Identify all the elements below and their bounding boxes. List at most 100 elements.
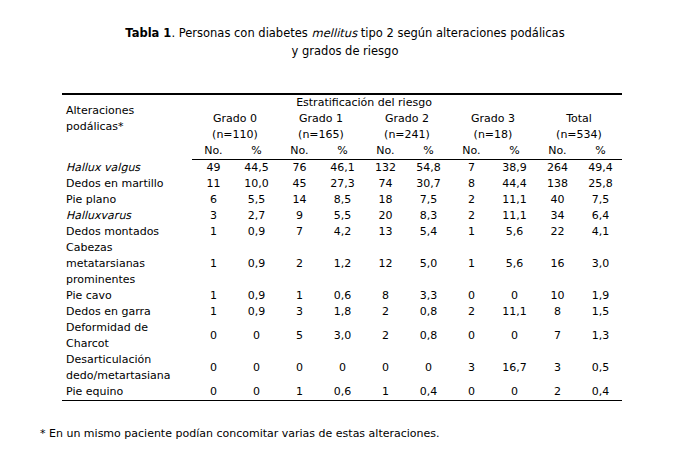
cell-value: 5,6	[493, 240, 536, 288]
cell-value: 2	[364, 304, 407, 320]
cell-value: 0	[192, 352, 235, 384]
cell-value: 0	[450, 320, 493, 352]
cell-value: 0	[493, 384, 536, 401]
cell-value: 264	[536, 160, 579, 177]
row-header-line2: podálicas*	[66, 120, 124, 133]
cell-value: 3	[278, 304, 321, 320]
cell-value: 0,6	[321, 288, 364, 304]
cell-value: 22	[536, 224, 579, 240]
cell-value: 1	[364, 384, 407, 401]
cell-value: 1,8	[321, 304, 364, 320]
row-label: Pie equino	[62, 384, 192, 401]
cell-value: 4,2	[321, 224, 364, 240]
cell-value: 54,8	[407, 160, 450, 177]
cell-value: 1	[278, 384, 321, 401]
row-label: Hallux valgus	[62, 160, 192, 177]
cell-value: 45	[278, 176, 321, 192]
group-label: Grado 0	[213, 112, 257, 125]
cell-value: 0	[235, 384, 278, 401]
cell-value: 0,8	[407, 304, 450, 320]
cell-value: 5,5	[235, 192, 278, 208]
cell-value: 3	[450, 352, 493, 384]
cell-value: 16,7	[493, 352, 536, 384]
cell-value: 1	[192, 240, 235, 288]
table-row: Hallux valgus4944,57646,113254,8738,9264…	[62, 160, 622, 177]
cell-value: 2	[536, 384, 579, 401]
row-label: Dedos montados	[62, 224, 192, 240]
cell-value: 0,5	[579, 352, 622, 384]
group-col-grado-3: Grado 3(n=18)	[450, 111, 536, 143]
subheader-pct: %	[407, 143, 450, 160]
cell-value: 0	[407, 352, 450, 384]
cell-value: 1,5	[579, 304, 622, 320]
group-col-total: Total(n=534)	[536, 111, 622, 143]
cell-value: 0,9	[235, 304, 278, 320]
cell-value: 9	[278, 208, 321, 224]
cell-value: 74	[364, 176, 407, 192]
cell-value: 20	[364, 208, 407, 224]
group-n: (n=110)	[212, 128, 258, 141]
cell-value: 3	[192, 208, 235, 224]
subheader-no: No.	[450, 143, 493, 160]
cell-value: 30,7	[407, 176, 450, 192]
cell-value: 11	[192, 176, 235, 192]
title-line1: Tabla 1. Personas con diabetes mellitus …	[0, 24, 690, 42]
cell-value: 3,0	[579, 240, 622, 288]
cell-value: 11,1	[493, 192, 536, 208]
cell-value: 0	[450, 288, 493, 304]
cell-value: 0,9	[235, 288, 278, 304]
cell-value: 1	[450, 224, 493, 240]
header-row-1: Alteracionespodálicas* Estratificación d…	[62, 94, 622, 111]
cell-value: 0	[192, 320, 235, 352]
cell-value: 0,4	[407, 384, 450, 401]
cell-value: 2	[450, 304, 493, 320]
group-label: Grado 2	[385, 112, 429, 125]
cell-value: 1,3	[579, 320, 622, 352]
group-header: Estratificación del riesgo	[192, 94, 536, 111]
cell-value: 46,1	[321, 160, 364, 177]
cell-value: 6,4	[579, 208, 622, 224]
title-line2: y grados de riesgo	[0, 42, 690, 60]
group-col-grado-2: Grado 2 (n=241)	[364, 111, 450, 143]
cell-value: 11,1	[493, 304, 536, 320]
table-row: Halluxvarus32,795,5208,3211,1346,4	[62, 208, 622, 224]
cell-value: 8	[450, 176, 493, 192]
cell-value: 0,8	[407, 320, 450, 352]
cell-value: 7	[536, 320, 579, 352]
cell-value: 76	[278, 160, 321, 177]
table-row: Dedos en garra10,931,820,8211,181,5	[62, 304, 622, 320]
group-label: Grado 1	[299, 112, 343, 125]
group-n: (n=241)	[384, 128, 430, 141]
cell-value: 38,9	[493, 160, 536, 177]
cell-value: 49	[192, 160, 235, 177]
row-header: Alteracionespodálicas*	[62, 94, 192, 160]
group-col-grado-1: Grado 1(n=165)	[278, 111, 364, 143]
cell-value: 8,5	[321, 192, 364, 208]
cell-value: 8	[536, 304, 579, 320]
data-table: Alteracionespodálicas* Estratificación d…	[62, 93, 622, 401]
table-body: Hallux valgus4944,57646,113254,8738,9264…	[62, 160, 622, 401]
cell-value: 6	[192, 192, 235, 208]
cell-value: 2,7	[235, 208, 278, 224]
cell-value: 1,2	[321, 240, 364, 288]
cell-value: 10	[536, 288, 579, 304]
title-italic-word: mellitus	[311, 26, 357, 40]
table-row: Cabezasmetatarsianasprominentes10,921,21…	[62, 240, 622, 288]
cell-value: 0,9	[235, 224, 278, 240]
row-label: Deformidad deCharcot	[62, 320, 192, 352]
cell-value: 0	[321, 352, 364, 384]
subheader-pct: %	[493, 143, 536, 160]
row-label: Desarticulacióndedo/metartasiana	[62, 352, 192, 384]
cell-value: 11,1	[493, 208, 536, 224]
cell-value: 2	[278, 240, 321, 288]
subheader-no: No.	[278, 143, 321, 160]
table-title: Tabla 1. Personas con diabetes mellitus …	[0, 24, 690, 60]
group-col-grado-0: Grado 0 (n=110)	[192, 111, 278, 143]
cell-value: 7	[450, 160, 493, 177]
row-label: Pie cavo	[62, 288, 192, 304]
cell-value: 4,1	[579, 224, 622, 240]
subheader-pct: %	[321, 143, 364, 160]
group-label: Grado 3	[471, 112, 515, 125]
cell-value: 3,0	[321, 320, 364, 352]
cell-value: 0	[278, 352, 321, 384]
